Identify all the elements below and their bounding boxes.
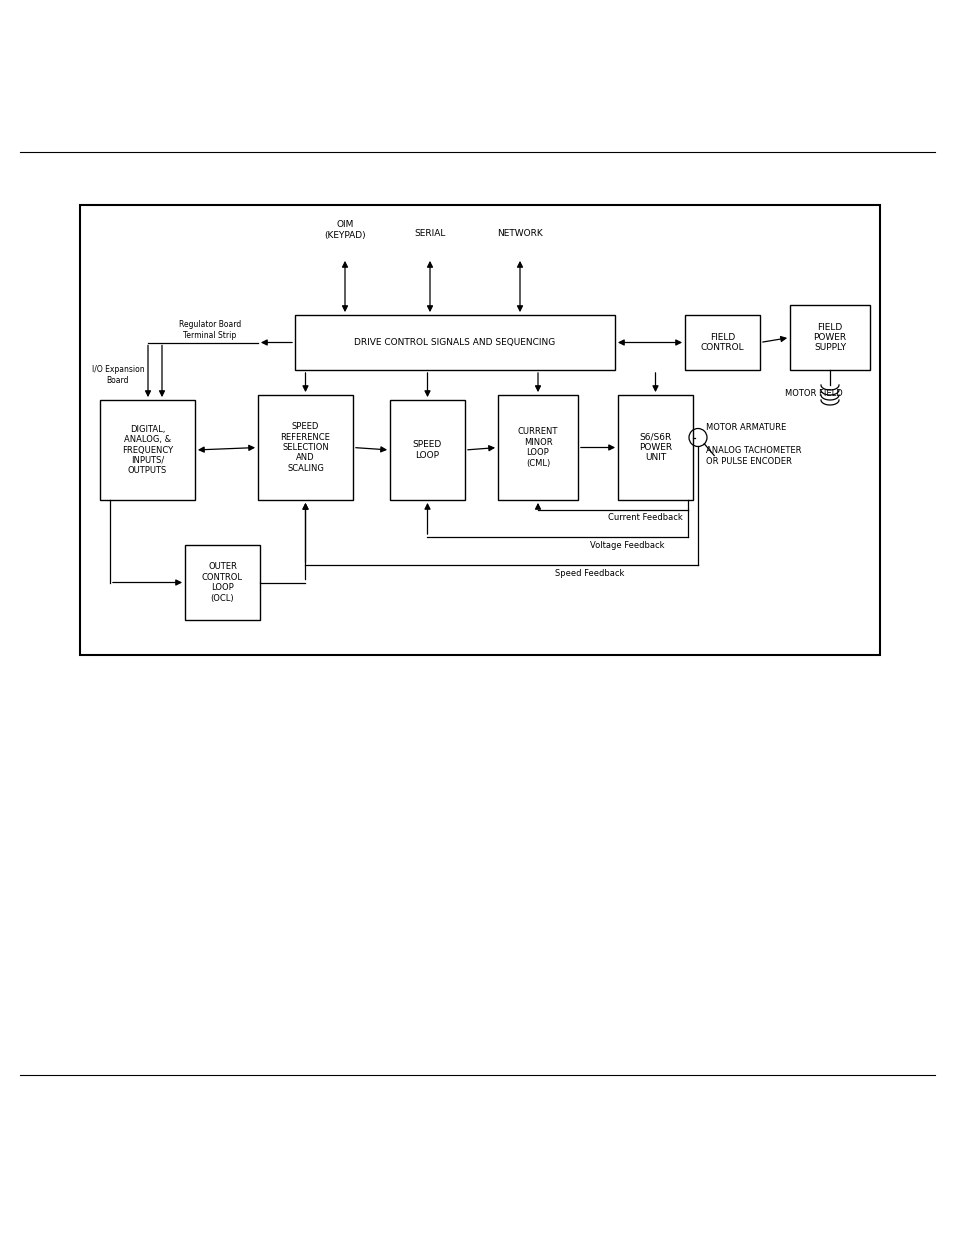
Bar <box>80 205 879 655</box>
Text: S6/S6R
POWER
UNIT: S6/S6R POWER UNIT <box>639 432 671 462</box>
Bar <box>789 305 869 370</box>
Text: Speed Feedback: Speed Feedback <box>555 568 623 578</box>
Text: FIELD
CONTROL: FIELD CONTROL <box>700 332 743 352</box>
Text: DRIVE CONTROL SIGNALS AND SEQUENCING: DRIVE CONTROL SIGNALS AND SEQUENCING <box>354 338 555 347</box>
Text: MOTOR ARMATURE: MOTOR ARMATURE <box>705 422 785 431</box>
Text: Voltage Feedback: Voltage Feedback <box>589 541 664 550</box>
Bar <box>257 395 353 500</box>
Bar <box>618 395 692 500</box>
Bar <box>185 545 260 620</box>
Text: I/O Expansion
Board: I/O Expansion Board <box>91 366 144 384</box>
Text: DIGITAL,
ANALOG, &
FREQUENCY
INPUTS/
OUTPUTS: DIGITAL, ANALOG, & FREQUENCY INPUTS/ OUT… <box>122 425 172 475</box>
Text: SPEED
LOOP: SPEED LOOP <box>413 441 441 459</box>
Text: SERIAL: SERIAL <box>414 228 445 237</box>
Text: CURRENT
MINOR
LOOP
(CML): CURRENT MINOR LOOP (CML) <box>517 427 558 468</box>
Text: SPEED
REFERENCE
SELECTION
AND
SCALING: SPEED REFERENCE SELECTION AND SCALING <box>280 422 330 473</box>
Text: Current Feedback: Current Feedback <box>607 514 682 522</box>
Bar <box>497 395 578 500</box>
Bar <box>684 315 760 370</box>
Text: FIELD
POWER
SUPPLY: FIELD POWER SUPPLY <box>813 322 845 352</box>
Bar <box>390 400 464 500</box>
Bar <box>294 315 615 370</box>
Text: OUTER
CONTROL
LOOP
(OCL): OUTER CONTROL LOOP (OCL) <box>202 562 243 603</box>
Text: ANALOG TACHOMETER
OR PULSE ENCODER: ANALOG TACHOMETER OR PULSE ENCODER <box>705 446 801 466</box>
Text: Regulator Board
Terminal Strip: Regulator Board Terminal Strip <box>178 320 241 340</box>
Text: MOTOR FIELD: MOTOR FIELD <box>784 389 841 398</box>
Text: OIM
(KEYPAD): OIM (KEYPAD) <box>324 220 365 240</box>
Bar <box>100 400 194 500</box>
Text: NETWORK: NETWORK <box>497 228 542 237</box>
